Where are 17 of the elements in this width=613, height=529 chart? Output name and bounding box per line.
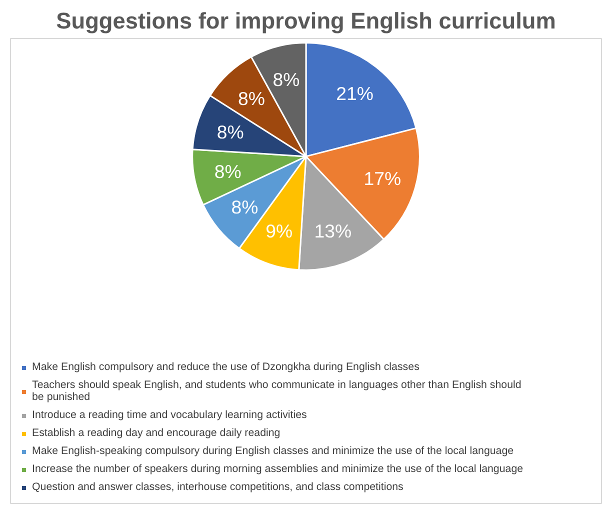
data-label: 13% (314, 220, 352, 242)
data-label: 8% (216, 121, 244, 142)
chart-title: Suggestions for improving English curriculum (56, 8, 556, 34)
legend-label: Establish a reading day and encourage daily reading (32, 427, 280, 439)
data-label: 17% (364, 168, 402, 190)
data-label: 8% (238, 88, 266, 110)
data-label: 21% (336, 83, 374, 104)
legend-label: Teachers should speak English, and students who communicate in languages other than English should be punished (32, 379, 522, 403)
legend-label: Increase the number of speakers during morning assemblies and minimize the use of the local language (32, 463, 524, 475)
legend-label: Make English compulsory and reduce the use of Dzongkha during English classes (32, 361, 420, 373)
data-label: 8% (231, 196, 258, 218)
data-label: 8% (272, 69, 300, 90)
legend-label: Make English-speaking compulsory during English classes and minimize the use of the local language (32, 445, 514, 457)
legend-label: Question and answer classes, interhouse competitions, and class competitions (32, 481, 404, 493)
data-label: 8% (214, 160, 242, 182)
legend-label: Introduce a reading time and vocabulary learning activities (32, 409, 307, 421)
data-label: 9% (266, 220, 293, 242)
